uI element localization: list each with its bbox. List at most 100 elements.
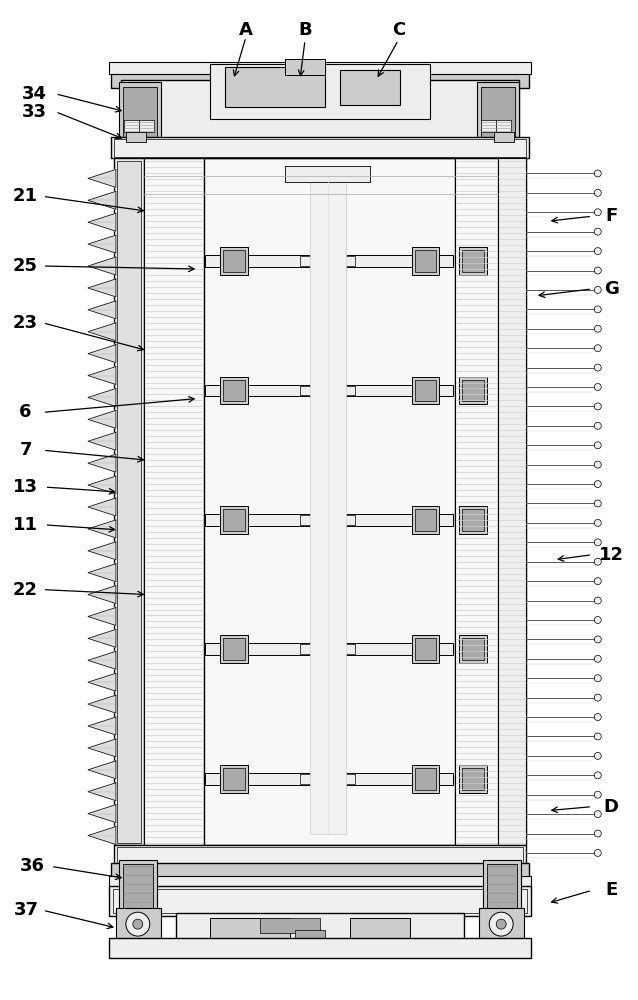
- Circle shape: [594, 422, 601, 429]
- Circle shape: [489, 912, 513, 936]
- Bar: [221, 247, 248, 275]
- Polygon shape: [88, 739, 116, 757]
- Bar: [479, 908, 524, 940]
- Bar: [300, 774, 355, 784]
- Polygon shape: [88, 608, 116, 625]
- Bar: [109, 886, 531, 916]
- Bar: [205, 255, 454, 267]
- Circle shape: [594, 461, 601, 468]
- Bar: [463, 638, 484, 660]
- Bar: [481, 87, 515, 137]
- Polygon shape: [88, 476, 116, 494]
- Bar: [144, 158, 204, 845]
- Circle shape: [594, 578, 601, 585]
- Bar: [109, 938, 531, 958]
- Polygon shape: [88, 542, 116, 560]
- Bar: [300, 515, 355, 525]
- Bar: [119, 82, 161, 142]
- Text: C: C: [392, 21, 405, 39]
- Text: 25: 25: [13, 257, 38, 275]
- Bar: [463, 380, 484, 401]
- Bar: [456, 158, 498, 845]
- Polygon shape: [88, 432, 116, 450]
- Bar: [477, 82, 519, 142]
- Text: 36: 36: [19, 857, 45, 875]
- Bar: [285, 166, 370, 182]
- Bar: [123, 87, 157, 137]
- Circle shape: [594, 714, 601, 721]
- Circle shape: [594, 403, 601, 410]
- Text: G: G: [604, 280, 619, 298]
- Circle shape: [594, 752, 601, 759]
- Circle shape: [594, 694, 601, 701]
- Text: D: D: [604, 798, 619, 816]
- Bar: [221, 635, 248, 663]
- Bar: [109, 876, 531, 890]
- Circle shape: [594, 170, 601, 177]
- Bar: [114, 139, 526, 157]
- Text: F: F: [605, 207, 618, 225]
- Bar: [223, 380, 246, 401]
- Bar: [496, 158, 526, 845]
- Polygon shape: [88, 235, 116, 253]
- Polygon shape: [88, 454, 116, 472]
- Bar: [300, 386, 355, 395]
- Bar: [459, 247, 487, 275]
- Bar: [412, 247, 440, 275]
- Bar: [415, 768, 436, 790]
- Bar: [223, 509, 246, 531]
- Bar: [205, 385, 454, 396]
- Bar: [295, 930, 325, 938]
- Bar: [111, 137, 529, 158]
- Polygon shape: [88, 213, 116, 231]
- Bar: [211, 64, 429, 119]
- Text: E: E: [605, 881, 618, 899]
- Circle shape: [594, 267, 601, 274]
- Circle shape: [594, 228, 601, 235]
- Polygon shape: [88, 323, 116, 341]
- Text: 6: 6: [19, 403, 32, 421]
- Polygon shape: [88, 805, 116, 823]
- Bar: [300, 644, 355, 654]
- Circle shape: [594, 772, 601, 779]
- Polygon shape: [88, 586, 116, 604]
- Bar: [111, 863, 529, 883]
- Polygon shape: [88, 695, 116, 713]
- Bar: [487, 864, 517, 911]
- Bar: [499, 161, 523, 843]
- Circle shape: [594, 384, 601, 390]
- Bar: [300, 256, 355, 266]
- Bar: [124, 120, 139, 132]
- Bar: [114, 158, 144, 845]
- Bar: [221, 506, 248, 534]
- Bar: [205, 773, 454, 785]
- Circle shape: [594, 597, 601, 604]
- Circle shape: [594, 616, 601, 623]
- Polygon shape: [88, 388, 116, 406]
- Bar: [340, 70, 399, 105]
- Text: B: B: [298, 21, 312, 39]
- Bar: [211, 918, 290, 946]
- Circle shape: [594, 655, 601, 662]
- Polygon shape: [88, 257, 116, 275]
- Bar: [463, 768, 484, 790]
- Bar: [463, 250, 484, 272]
- Circle shape: [496, 919, 506, 929]
- Polygon shape: [88, 410, 116, 428]
- Bar: [496, 120, 511, 132]
- Circle shape: [594, 325, 601, 332]
- Bar: [415, 638, 436, 660]
- Bar: [459, 506, 487, 534]
- Circle shape: [594, 791, 601, 798]
- Circle shape: [594, 675, 601, 682]
- Bar: [412, 377, 440, 404]
- Polygon shape: [88, 191, 116, 209]
- Bar: [139, 120, 154, 132]
- Bar: [205, 514, 454, 526]
- Circle shape: [594, 481, 601, 488]
- Polygon shape: [88, 717, 116, 735]
- Text: 7: 7: [19, 441, 32, 459]
- Bar: [121, 80, 519, 145]
- Circle shape: [594, 248, 601, 255]
- Circle shape: [594, 539, 601, 546]
